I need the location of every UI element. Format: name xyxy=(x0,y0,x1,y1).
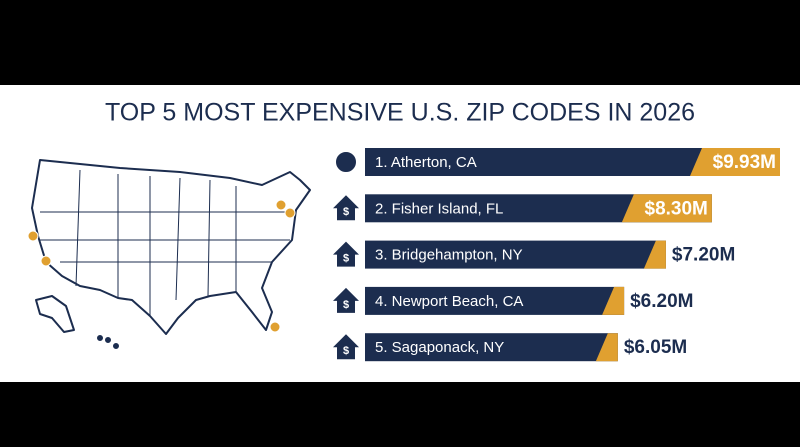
value-label: $9.93M xyxy=(713,152,776,173)
category-label: 5. Sagaponack, NY xyxy=(375,339,504,356)
bar xyxy=(365,240,666,269)
value-label: $7.20M xyxy=(672,245,735,266)
value-label: $6.05M xyxy=(624,337,687,358)
bar-accent xyxy=(690,148,780,176)
chart-title: TOP 5 MOST EXPENSIVE U.S. ZIP CODES IN 2… xyxy=(105,99,695,127)
bar-accent xyxy=(621,194,712,223)
icon-glyph: $ xyxy=(343,345,349,357)
map-pins xyxy=(27,199,296,333)
icon xyxy=(333,334,359,360)
icon-glyph: $ xyxy=(343,299,349,311)
bar xyxy=(365,286,625,315)
icon xyxy=(333,195,359,221)
category-label: 4. Newport Beach, CA xyxy=(375,293,523,310)
icon xyxy=(333,287,359,313)
us-map xyxy=(31,159,311,349)
bar-accent xyxy=(602,286,625,315)
category-label: 3. Bridgehampton, NY xyxy=(375,247,523,264)
value-label: $6.20M xyxy=(630,291,693,312)
category-label: 1. Atherton, CA xyxy=(375,154,477,171)
bar-accent xyxy=(595,333,618,362)
category-label: 2. Fisher Island, FL xyxy=(375,200,503,217)
icon xyxy=(333,241,359,267)
icon-glyph: $ xyxy=(343,253,349,265)
bar-accent xyxy=(643,240,666,269)
icon-glyph: $ xyxy=(343,206,349,218)
bar xyxy=(365,333,618,362)
value-label: $8.30M xyxy=(645,198,708,219)
icon xyxy=(334,150,358,174)
